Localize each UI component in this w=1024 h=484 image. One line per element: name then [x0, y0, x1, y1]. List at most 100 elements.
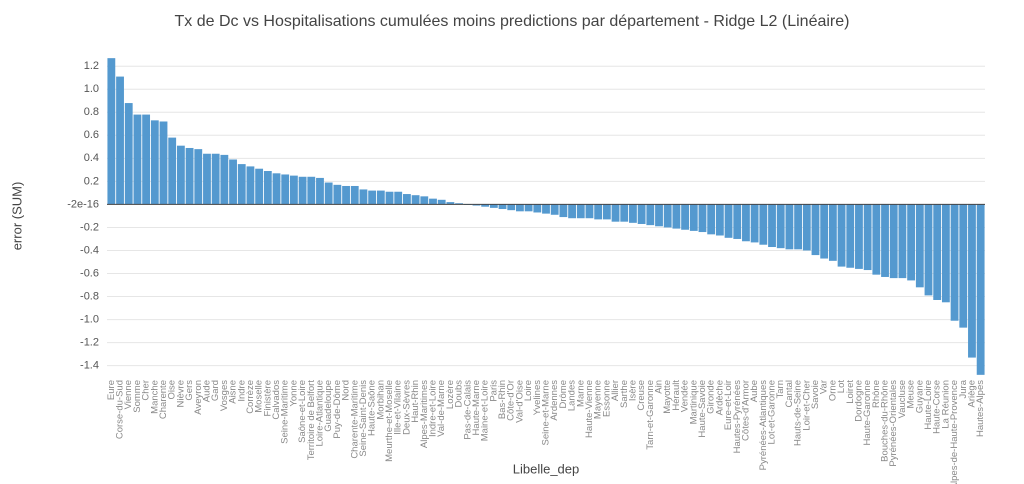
x-tick-label: Cantal: [784, 380, 795, 407]
bar: [959, 204, 968, 328]
x-tick-label: Seine-Saint-Denis: [358, 380, 369, 457]
x-tick-label: Côtes-d'Armor: [740, 380, 751, 441]
x-tick-label: La Réunion: [940, 380, 951, 429]
bar: [211, 153, 220, 205]
bar: [272, 173, 281, 205]
bar: [533, 204, 542, 213]
x-tick-label: Haute-Marne: [471, 380, 482, 435]
bar: [646, 204, 655, 226]
x-tick-label: Savoie: [810, 380, 821, 409]
bar: [968, 204, 976, 358]
bar: [376, 190, 385, 205]
bar: [446, 202, 455, 205]
bar: [142, 114, 151, 205]
bar: [794, 204, 803, 250]
bar: [611, 204, 620, 222]
bar: [237, 164, 246, 205]
x-tick-label: Ille-et-Vilaine: [393, 380, 404, 435]
x-tick-label: Isère: [627, 380, 638, 401]
bar: [246, 166, 255, 205]
bar: [976, 204, 985, 375]
x-tick-label: Eure-et-Loir: [723, 380, 734, 430]
x-tick-label: Mayotte: [662, 380, 673, 414]
bar: [342, 185, 350, 205]
bar: [594, 204, 603, 220]
bar: [289, 175, 298, 205]
bar: [855, 204, 863, 269]
x-tick-label: Guyane: [914, 380, 925, 413]
bar: [124, 103, 133, 205]
x-tick-label: Haute-Loire: [923, 380, 934, 430]
bar: [159, 121, 168, 205]
bar: [655, 204, 663, 227]
x-tick-label: Indre-et-Loire: [428, 380, 439, 437]
x-tick-label: Rhône: [871, 380, 882, 408]
y-tick-label: -1.4: [80, 360, 99, 372]
x-tick-label: Martinique: [688, 380, 699, 424]
bar: [489, 204, 498, 208]
bar: [203, 153, 211, 205]
x-tick-label: Val-d'Oise: [514, 380, 525, 423]
y-tick-label: -1.0: [80, 313, 99, 325]
x-tick-label: Aisne: [228, 380, 239, 404]
y-tick-label: -0.8: [80, 290, 99, 302]
y-tick-label: -2e-16: [67, 198, 99, 210]
x-tick-label: Haute-Savoie: [697, 380, 708, 438]
bar: [498, 204, 507, 210]
bar: [542, 204, 550, 214]
x-tick-label: Deux-Sèvres: [401, 380, 412, 435]
bar: [742, 204, 750, 242]
y-tick-label: 0.8: [84, 106, 99, 118]
bar: [602, 204, 611, 220]
x-tick-label: Loiret: [845, 380, 856, 404]
y-tick-label: 0.6: [84, 129, 99, 141]
x-tick-label: Lot: [836, 380, 847, 394]
x-tick-label: Seine-et-Marne: [541, 380, 552, 445]
x-tick-label: Drôme: [558, 380, 569, 409]
bar: [411, 195, 420, 205]
bar: [516, 204, 524, 212]
bar: [176, 145, 185, 205]
y-tick-label: 0.2: [84, 175, 99, 187]
bar: [663, 204, 672, 228]
bar: [281, 174, 290, 205]
x-tick-label: Tarn: [775, 380, 786, 398]
bar: [568, 204, 576, 219]
bar: [629, 204, 637, 223]
x-tick-label: Pyrénées-Orientales: [888, 380, 899, 467]
y-tick-label: -0.4: [80, 244, 99, 256]
x-tick-label: Hautes-Pyrénées: [732, 380, 743, 454]
x-axis-label: Libelle_dep: [513, 461, 580, 476]
x-tick-label: Meuse: [906, 380, 917, 409]
bar: [168, 137, 177, 205]
x-tick-label: Calvados: [271, 380, 282, 420]
bar: [420, 196, 429, 205]
bar: [402, 194, 411, 205]
x-tick-label: Vaucluse: [897, 380, 908, 418]
bar: [255, 168, 264, 205]
x-tick-label: Ain: [654, 380, 665, 394]
bar: [524, 204, 533, 212]
bar: [707, 204, 716, 235]
x-tick-label: Doubs: [454, 380, 465, 408]
x-tick-label: Gironde: [706, 380, 717, 414]
x-tick-label: Aveyron: [193, 380, 204, 415]
bar: [837, 204, 846, 267]
bar: [394, 191, 403, 205]
bar: [907, 204, 916, 281]
x-tick-label: Hauts-de-Seine: [793, 380, 804, 446]
x-tick-label: Jura: [958, 379, 969, 398]
bar: [681, 204, 690, 230]
x-tick-label: Gard: [210, 380, 221, 401]
bar: [298, 176, 307, 205]
x-tick-label: Alpes-de-Haute-Provence: [949, 380, 960, 484]
x-tick-label: Charente: [158, 380, 169, 419]
x-tick-label: Aube: [749, 380, 760, 402]
bar: [307, 176, 316, 205]
bar: [915, 204, 924, 288]
x-tick-label: Cher: [141, 380, 152, 401]
bar: [689, 204, 698, 231]
x-tick-label: Loir-et-Cher: [801, 380, 812, 431]
bar: [350, 185, 359, 205]
y-tick-label: 0.4: [84, 152, 99, 164]
